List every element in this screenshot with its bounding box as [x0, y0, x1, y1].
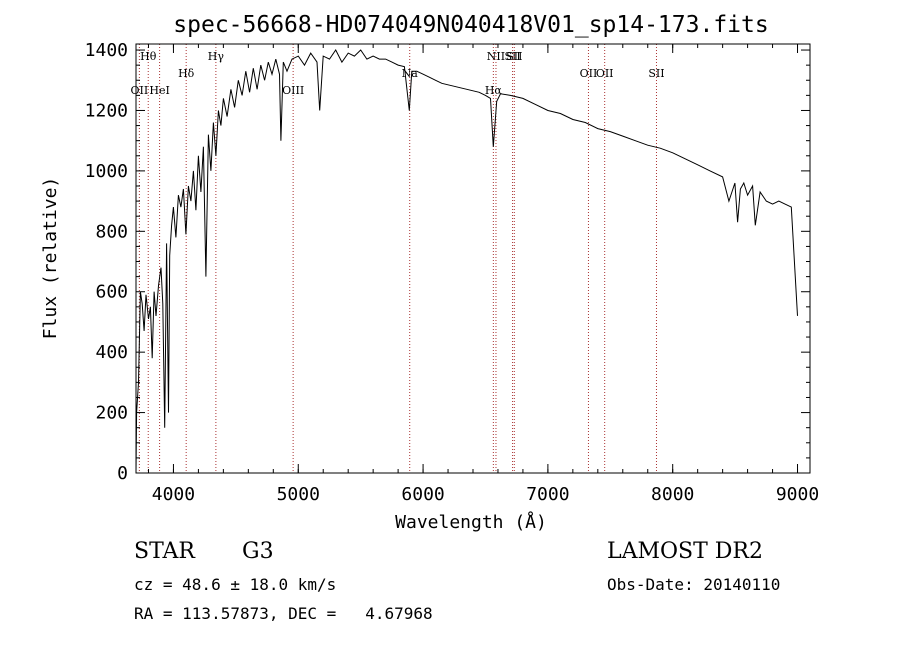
obs-date-text: Obs-Date: 20140110: [607, 575, 780, 594]
line-marker-label: SII: [506, 50, 522, 63]
y-tick-label: 1200: [85, 100, 128, 121]
spectrum-line: [135, 49, 798, 474]
object-subclass: G3: [242, 539, 274, 564]
line-marker-label: SII: [648, 67, 664, 80]
y-tick-label: 600: [95, 282, 128, 303]
plot-frame: [135, 43, 811, 474]
y-axis-label: Flux (relative): [40, 177, 61, 340]
redshift-text: cz = 48.6 ± 18.0 km/s: [134, 575, 336, 594]
survey-name: LAMOST DR2: [607, 539, 763, 564]
x-tick-label: 6000: [401, 484, 444, 505]
radec-text: RA = 113.57873, DEC = 4.67968: [134, 604, 433, 623]
line-marker-label: Hα: [485, 84, 503, 97]
line-marker-label: SII: [504, 50, 520, 63]
x-tick-label: 7000: [526, 484, 569, 505]
x-tick-label: 4000: [152, 484, 195, 505]
line-marker-label: Hγ: [208, 50, 225, 63]
x-tick-label: 8000: [651, 484, 694, 505]
x-axis-label: Wavelength (Å): [395, 511, 547, 533]
y-tick-label: 400: [95, 342, 128, 363]
x-tick-label: 9000: [776, 484, 819, 505]
y-tick-label: 0: [117, 463, 128, 484]
y-tick-label: 1000: [85, 161, 128, 182]
x-axis-ticks: 4000 5000 6000 7000 8000 9000: [147, 44, 819, 505]
line-marker-label: Na: [402, 67, 419, 80]
line-marker-label: OII: [131, 84, 149, 97]
y-tick-label: 800: [95, 221, 128, 242]
y-tick-label: 200: [95, 403, 128, 424]
line-marker-label: HeI: [149, 84, 169, 97]
line-marker-label: OII: [596, 67, 614, 80]
line-marker-label: NII: [487, 50, 505, 63]
chart-title: spec-56668-HD074049N040418V01_sp14-173.f…: [173, 12, 768, 38]
line-marker-label: Hδ: [178, 67, 195, 80]
object-type: STAR: [134, 539, 196, 564]
line-marker-label: Hθ: [140, 50, 157, 63]
line-marker-label: OIII: [282, 84, 304, 97]
line-marker-label: OII: [580, 67, 598, 80]
x-tick-label: 5000: [277, 484, 320, 505]
y-axis-ticks: 0 200 400 600 800 1000 1200 1400: [85, 40, 810, 484]
y-tick-label: 1400: [85, 40, 128, 61]
